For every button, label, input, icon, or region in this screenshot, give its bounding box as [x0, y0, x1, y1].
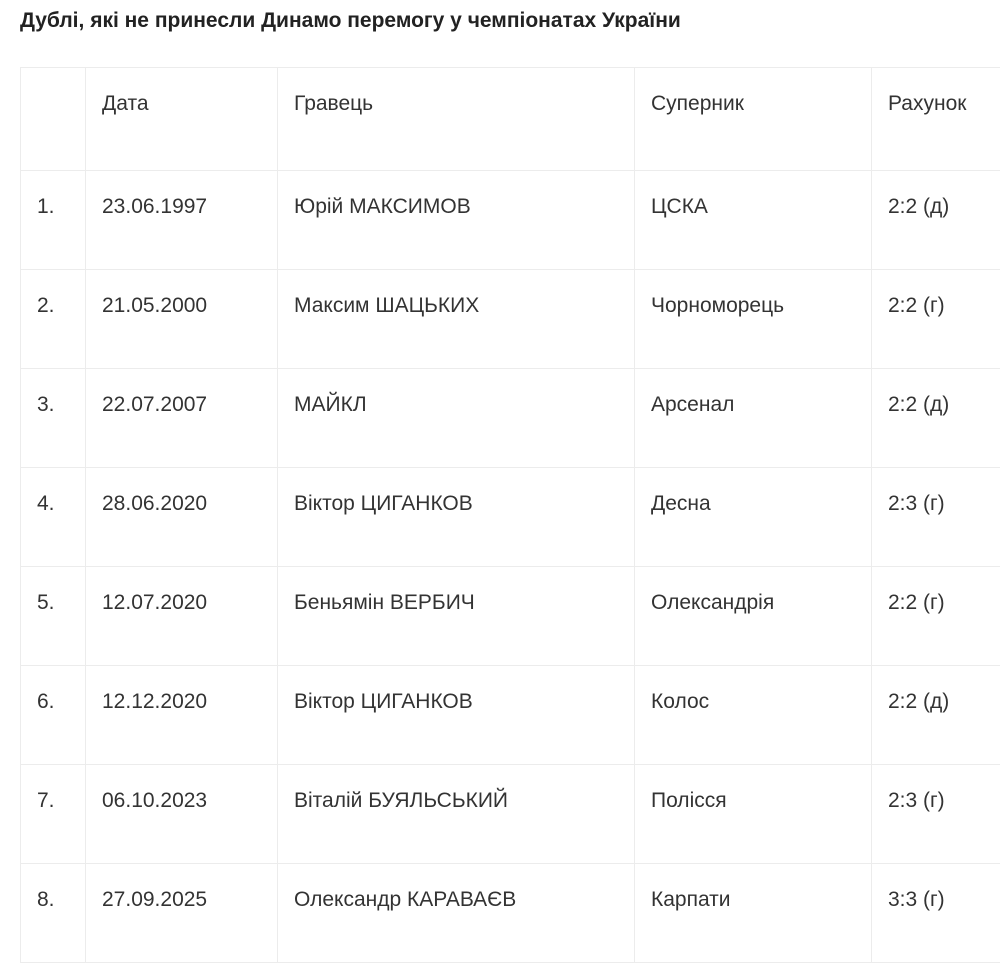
cell-number: 5.: [21, 567, 86, 666]
cell-player: Віталій БУЯЛЬСЬКИЙ: [278, 765, 635, 864]
cell-player: Віктор ЦИГАНКОВ: [278, 468, 635, 567]
cell-number: 3.: [21, 369, 86, 468]
cell-opponent: Колос: [635, 666, 872, 765]
cell-player: Беньямін ВЕРБИЧ: [278, 567, 635, 666]
cell-player: Віктор ЦИГАНКОВ: [278, 666, 635, 765]
cell-player: Максим ШАЦЬКИХ: [278, 270, 635, 369]
column-header-opponent: Суперник: [635, 68, 872, 171]
cell-score: 2:2 (г): [872, 270, 1000, 369]
cell-date: 22.07.2007: [86, 369, 278, 468]
cell-number: 6.: [21, 666, 86, 765]
column-header-score: Рахунок: [872, 68, 1000, 171]
cell-score: 2:2 (д): [872, 369, 1000, 468]
cell-score: 2:2 (д): [872, 666, 1000, 765]
cell-player: МАЙКЛ: [278, 369, 635, 468]
cell-score: 2:3 (г): [872, 765, 1000, 864]
cell-number: 7.: [21, 765, 86, 864]
cell-date: 23.06.1997: [86, 171, 278, 270]
cell-date: 06.10.2023: [86, 765, 278, 864]
cell-player: Юрій МАКСИМОВ: [278, 171, 635, 270]
column-header-date: Дата: [86, 68, 278, 171]
cell-number: 2.: [21, 270, 86, 369]
cell-score: 3:3 (г): [872, 864, 1000, 963]
cell-date: 21.05.2000: [86, 270, 278, 369]
column-header-player: Гравець: [278, 68, 635, 171]
cell-date: 12.07.2020: [86, 567, 278, 666]
cell-opponent: Десна: [635, 468, 872, 567]
cell-score: 2:2 (г): [872, 567, 1000, 666]
cell-number: 1.: [21, 171, 86, 270]
cell-score: 2:3 (г): [872, 468, 1000, 567]
cell-opponent: Карпати: [635, 864, 872, 963]
cell-number: 8.: [21, 864, 86, 963]
cell-opponent: Олександрія: [635, 567, 872, 666]
cell-opponent: Арсенал: [635, 369, 872, 468]
column-header-number: [21, 68, 86, 171]
cell-date: 12.12.2020: [86, 666, 278, 765]
cell-opponent: Чорноморець: [635, 270, 872, 369]
cell-opponent: ЦСКА: [635, 171, 872, 270]
cell-opponent: Полісся: [635, 765, 872, 864]
cell-player: Олександр КАРАВАЄВ: [278, 864, 635, 963]
cell-date: 27.09.2025: [86, 864, 278, 963]
cell-date: 28.06.2020: [86, 468, 278, 567]
cell-score: 2:2 (д): [872, 171, 1000, 270]
page-title: Дублі, які не принесли Динамо перемогу у…: [20, 6, 681, 36]
cell-number: 4.: [21, 468, 86, 567]
